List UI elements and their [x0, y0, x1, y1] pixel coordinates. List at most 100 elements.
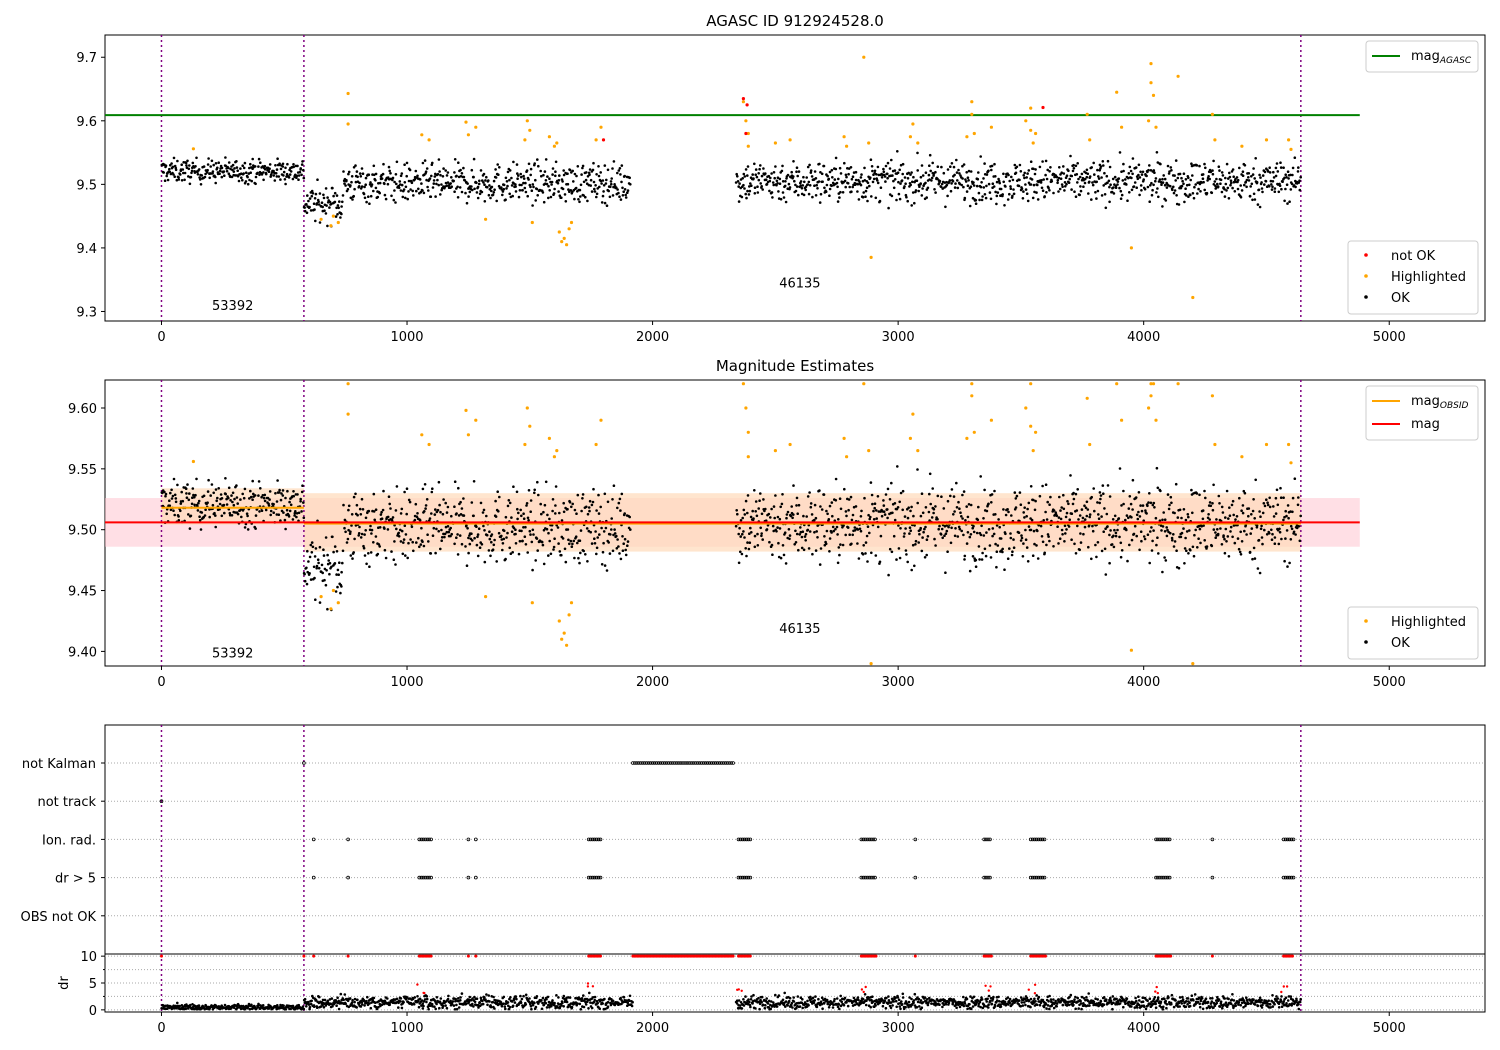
agasc-ok-point — [376, 195, 380, 199]
estimates-ok-point — [1229, 530, 1232, 533]
agasc-ok-point — [956, 186, 960, 190]
agasc-ok-point — [1275, 162, 1279, 165]
estimates-ok-point — [1183, 547, 1187, 550]
estimates-ok-point — [797, 503, 801, 507]
estimates-ok-point — [921, 511, 925, 515]
dr-ok-point — [478, 1001, 482, 1004]
agasc-ok-point — [573, 172, 577, 176]
estimates-highlight-point — [1210, 394, 1214, 398]
agasc-ok-point — [1034, 168, 1037, 171]
agasc-ok-point — [1044, 159, 1048, 163]
agasc-ok-point — [1139, 184, 1143, 187]
estimates-ok-point — [324, 583, 328, 587]
estimates-ok-point — [1235, 515, 1239, 518]
agasc-ok-point — [367, 173, 371, 176]
agasc-ok-point — [764, 178, 768, 181]
agasc-ok-point — [916, 151, 919, 155]
agasc-ok-point — [1284, 187, 1287, 191]
agasc-ok-point — [1199, 190, 1202, 193]
agasc-ok-point — [958, 172, 961, 175]
agasc-ok-point — [938, 179, 942, 183]
agasc-ok-point — [764, 172, 767, 175]
agasc-ok-point — [1299, 175, 1302, 179]
dr-ok-point — [451, 1000, 455, 1003]
estimates-ok-point — [842, 524, 845, 527]
estimates-ok-point — [980, 558, 984, 561]
agasc-ok-point — [835, 181, 839, 185]
agasc-ok-point — [1025, 176, 1028, 179]
agasc-ok-point — [775, 183, 778, 187]
agasc-ok-point — [478, 179, 481, 183]
estimates-ok-point — [267, 504, 271, 507]
estimates-ok-point — [552, 545, 556, 549]
estimates-ok-point — [471, 539, 474, 542]
estimates-ok-point — [748, 532, 751, 535]
estimates-ok-point — [1151, 539, 1154, 543]
agasc-ok-point — [968, 204, 972, 208]
estimates-ok-point — [206, 490, 210, 493]
estimates-ok-point — [768, 540, 771, 544]
agasc-ok-point — [470, 168, 474, 172]
estimates-ok-point — [1247, 514, 1250, 518]
agasc-ok-point — [475, 191, 479, 194]
agasc-ok-point — [391, 178, 394, 182]
estimates-ok-point — [867, 513, 870, 517]
estimates-ok-point — [351, 557, 354, 560]
estimates-ok-point — [1216, 528, 1219, 531]
agasc-ok-point — [436, 178, 439, 182]
agasc-ok-point — [626, 189, 630, 192]
estimates-ok-point — [1223, 551, 1227, 555]
agasc-ok-point — [1080, 172, 1084, 176]
estimates-ok-point — [338, 561, 341, 564]
estimates-ok-point — [439, 547, 442, 551]
dr-ok-point — [453, 1008, 457, 1011]
estimates-ok-point — [430, 490, 434, 494]
agasc-ok-point — [512, 160, 515, 164]
dr-ok-point — [261, 1004, 265, 1007]
agasc-ok-point — [612, 160, 616, 163]
agasc-ok-point — [911, 180, 914, 184]
agasc-ok-point — [920, 164, 924, 167]
agasc-ok-point — [1125, 183, 1128, 186]
dr-ok-point — [506, 1001, 510, 1004]
estimates-ok-point — [487, 549, 491, 552]
agasc-ok-point — [850, 190, 853, 193]
estimates-ok-point — [617, 545, 620, 548]
agasc-highlight-point — [523, 138, 527, 142]
estimates-ok-point — [1184, 518, 1188, 522]
agasc-ok-point — [557, 190, 560, 193]
agasc-ok-point — [211, 170, 215, 173]
estimates-ok-point — [1223, 537, 1226, 541]
flags-flag-point — [1160, 837, 1164, 842]
estimates-ok-point — [618, 497, 622, 501]
agasc-ok-point — [1187, 176, 1190, 180]
estimates-ok-point — [214, 488, 218, 491]
dr-ok-point — [344, 1002, 348, 1006]
estimates-ok-point — [185, 496, 189, 500]
agasc-ok-point — [413, 178, 417, 181]
agasc-ok-point — [1149, 169, 1153, 172]
estimates-ok-point — [326, 553, 329, 557]
estimates-ok-point — [1272, 505, 1275, 508]
estimates-ok-point — [827, 518, 831, 521]
agasc-ok-point — [1030, 178, 1034, 181]
estimates-ok-point — [953, 534, 957, 538]
estimates-ok-point — [1003, 568, 1006, 571]
estimates-y-tick-label: 9.45 — [68, 585, 97, 600]
estimates-ok-point — [809, 502, 813, 505]
agasc-ok-point — [743, 175, 747, 178]
agasc-ok-point — [809, 169, 813, 172]
estimates-ok-point — [1175, 549, 1178, 552]
estimates-ok-point — [1114, 531, 1118, 535]
estimates-ok-point — [418, 519, 422, 522]
estimates-ok-point — [603, 492, 607, 496]
estimates-highlight-point — [842, 436, 846, 440]
estimates-ok-point — [924, 506, 928, 509]
estimates-ok-point — [972, 524, 975, 528]
estimates-ok-point — [555, 524, 558, 527]
estimates-ok-point — [958, 507, 961, 511]
agasc-ok-point — [742, 183, 745, 187]
dr-ok-point — [361, 1003, 364, 1006]
agasc-ok-point — [607, 189, 610, 193]
agasc-ok-point — [444, 181, 448, 185]
